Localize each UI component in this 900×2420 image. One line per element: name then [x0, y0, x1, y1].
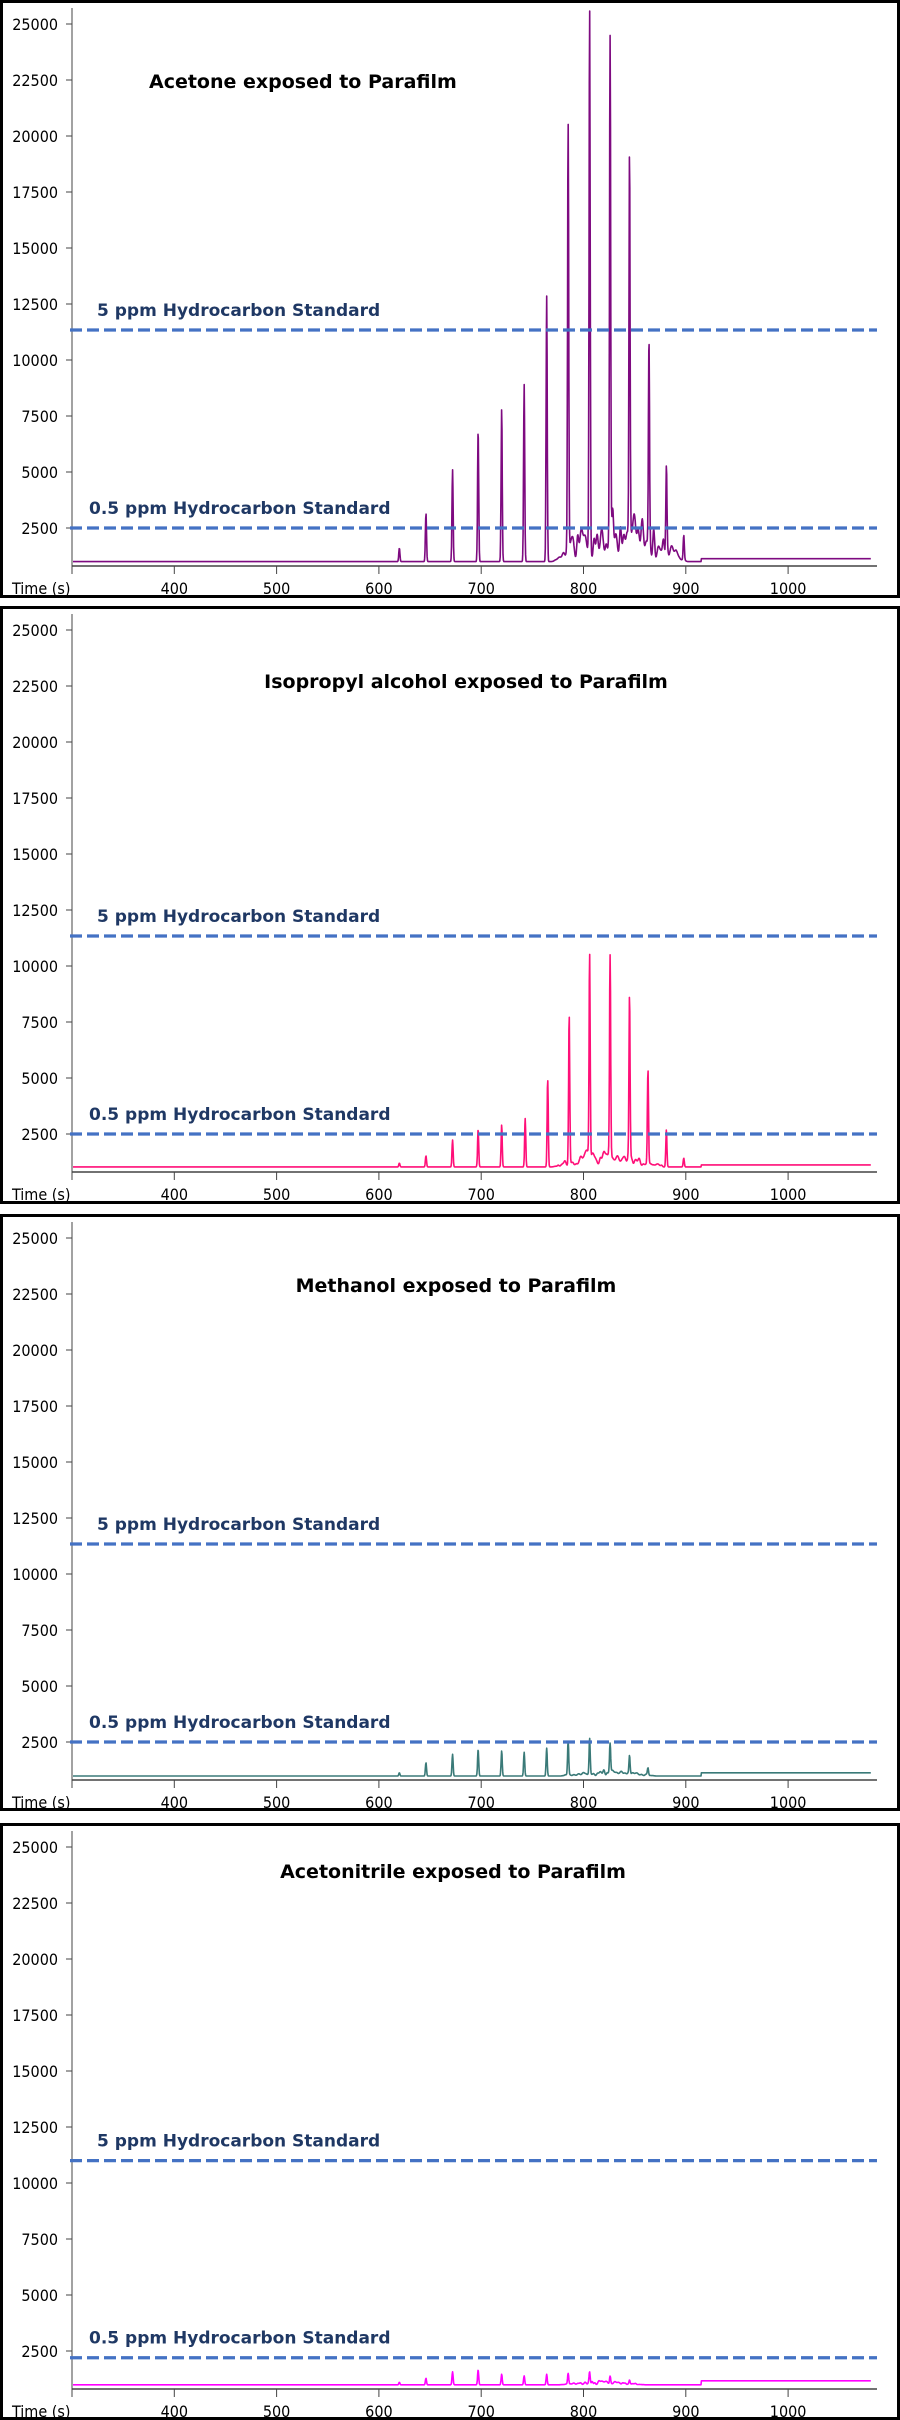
x-tick-label: 600: [365, 2402, 392, 2420]
y-tick-label: 10000: [12, 2174, 58, 2193]
chart-panel-1: 2500 5000 7500 10000 12500 15000 17500 20000 225…: [0, 0, 900, 598]
panel-frame: [0, 1823, 900, 2420]
x-axis-label: Time (s): [11, 2402, 70, 2420]
y-tick-label: 7500: [21, 1013, 58, 1032]
x-tick-label: 700: [467, 1185, 494, 1204]
x-tick-label: 700: [467, 2402, 494, 2420]
x-tick-label: 400: [161, 2402, 188, 2420]
chart-title: Acetone exposed to Parafilm: [149, 71, 457, 93]
reference-label-5ppm: 5 ppm Hydrocarbon Standard: [97, 1515, 380, 1535]
y-tick-label: 25000: [12, 15, 58, 34]
x-tick-label: 400: [161, 579, 188, 598]
y-tick-label: 25000: [12, 1838, 58, 1857]
y-tick-label: 20000: [12, 1950, 58, 1969]
y-tick-label: 15000: [12, 239, 58, 258]
x-axis-label: Time (s): [11, 1185, 70, 1204]
y-tick-label: 7500: [21, 1621, 58, 1640]
y-tick-label: 17500: [12, 1397, 58, 1416]
y-tick-label: 20000: [12, 733, 58, 752]
y-tick-label: 2500: [21, 1125, 58, 1144]
y-tick-label: 12500: [12, 901, 58, 920]
y-tick-label: 17500: [12, 789, 58, 808]
x-tick-label: 900: [672, 579, 699, 598]
reference-label-0-5ppm: 0.5 ppm Hydrocarbon Standard: [89, 1105, 390, 1125]
y-tick-label: 5000: [21, 1677, 58, 1696]
chart-title: Methanol exposed to Parafilm: [296, 1275, 617, 1297]
y-tick-label: 7500: [21, 2230, 58, 2249]
x-tick-label: 1000: [770, 1793, 807, 1812]
x-tick-label: 400: [161, 1185, 188, 1204]
chart-title: Isopropyl alcohol exposed to Parafilm: [264, 671, 668, 693]
chromatogram-trace: [72, 1737, 872, 1777]
y-tick-label: 25000: [12, 621, 58, 640]
y-tick-label: 10000: [12, 1565, 58, 1584]
chart-title: Acetonitrile exposed to Parafilm: [280, 1861, 626, 1883]
y-tick-label: 12500: [12, 1509, 58, 1528]
y-tick-label: 22500: [12, 71, 58, 90]
reference-label-5ppm: 5 ppm Hydrocarbon Standard: [97, 301, 380, 321]
reference-label-0-5ppm: 0.5 ppm Hydrocarbon Standard: [89, 2329, 390, 2349]
x-tick-label: 900: [672, 1793, 699, 1812]
panel-frame: [0, 606, 900, 1204]
x-tick-label: 800: [570, 2402, 597, 2420]
x-tick-label: 600: [365, 1793, 392, 1812]
x-tick-label: 500: [263, 1185, 290, 1204]
x-axis-label: Time (s): [11, 1793, 70, 1812]
y-tick-label: 15000: [12, 1453, 58, 1472]
reference-label-5ppm: 5 ppm Hydrocarbon Standard: [97, 2132, 380, 2152]
x-tick-label: 800: [570, 1185, 597, 1204]
y-tick-label: 5000: [21, 2286, 58, 2305]
x-tick-label: 700: [467, 1793, 494, 1812]
y-tick-label: 22500: [12, 1285, 58, 1304]
y-tick-label: 15000: [12, 2062, 58, 2081]
reference-label-0-5ppm: 0.5 ppm Hydrocarbon Standard: [89, 499, 390, 519]
x-tick-label: 800: [570, 579, 597, 598]
y-tick-label: 15000: [12, 845, 58, 864]
x-tick-label: 700: [467, 579, 494, 598]
chart-panel-4: 2500 5000 7500 10000 12500 15000 17500 20000 225…: [0, 1823, 900, 2420]
y-tick-label: 5000: [21, 463, 58, 482]
x-axis-label: Time (s): [11, 579, 70, 598]
panel-frame: [0, 1214, 900, 1811]
y-tick-label: 17500: [12, 183, 58, 202]
chart-panel-3: 2500 5000 7500 10000 12500 15000 17500 20000 225…: [0, 1214, 900, 1812]
x-tick-label: 1000: [770, 579, 807, 598]
y-tick-label: 20000: [12, 1341, 58, 1360]
y-tick-label: 2500: [21, 2342, 58, 2361]
y-tick-label: 25000: [12, 1229, 58, 1248]
x-tick-label: 1000: [770, 2402, 807, 2420]
y-tick-label: 2500: [21, 1733, 58, 1752]
x-tick-label: 400: [161, 1793, 188, 1812]
x-tick-label: 600: [365, 579, 392, 598]
reference-label-5ppm: 5 ppm Hydrocarbon Standard: [97, 907, 380, 927]
x-tick-label: 900: [672, 1185, 699, 1204]
chart-panel-2: 2500 5000 7500 10000 12500 15000 17500 20000 225…: [0, 606, 900, 1204]
y-tick-label: 22500: [12, 677, 58, 696]
y-tick-label: 5000: [21, 1069, 58, 1088]
y-tick-label: 10000: [12, 351, 58, 370]
x-tick-label: 600: [365, 1185, 392, 1204]
x-tick-label: 500: [263, 579, 290, 598]
y-tick-label: 17500: [12, 2006, 58, 2025]
panel-frame: [0, 0, 900, 598]
x-tick-label: 900: [672, 2402, 699, 2420]
y-tick-label: 12500: [12, 2118, 58, 2137]
y-tick-label: 7500: [21, 407, 58, 426]
chromatogram-trace: [72, 953, 872, 1168]
x-tick-label: 800: [570, 1793, 597, 1812]
chromatogram-trace: [72, 10, 872, 563]
y-tick-label: 2500: [21, 519, 58, 538]
y-tick-label: 22500: [12, 1894, 58, 1913]
x-tick-label: 1000: [770, 1185, 807, 1204]
y-tick-label: 20000: [12, 127, 58, 146]
x-tick-label: 500: [263, 1793, 290, 1812]
y-tick-label: 12500: [12, 295, 58, 314]
y-tick-label: 10000: [12, 957, 58, 976]
reference-label-0-5ppm: 0.5 ppm Hydrocarbon Standard: [89, 1713, 390, 1733]
chromatogram-trace: [72, 2369, 872, 2386]
x-tick-label: 500: [263, 2402, 290, 2420]
